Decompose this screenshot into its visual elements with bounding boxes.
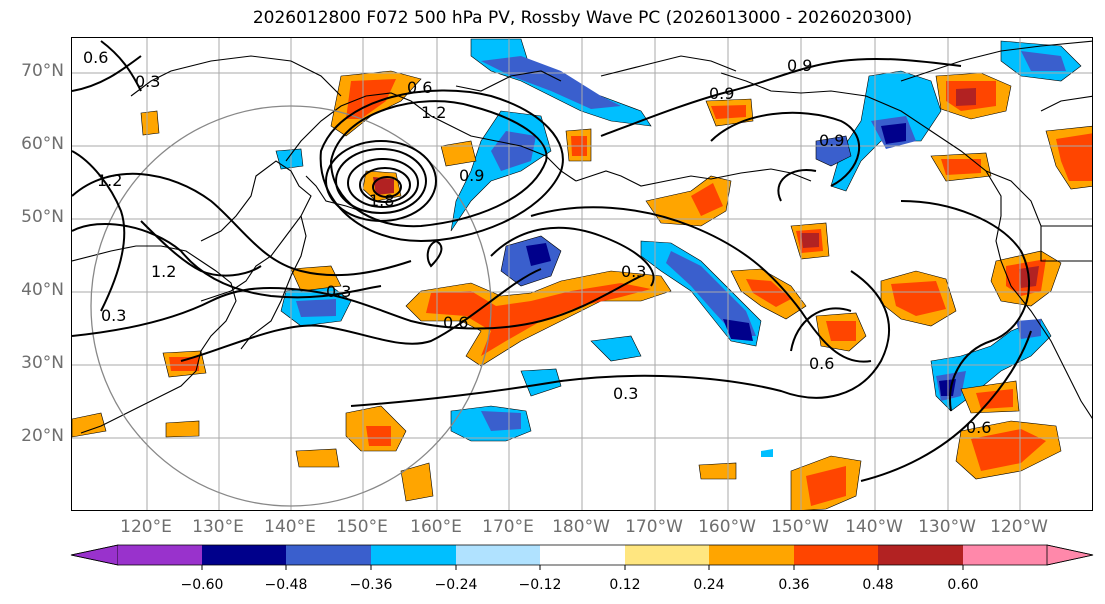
lon-label-170w: 170°W xyxy=(625,517,683,537)
colorbar-segment xyxy=(963,545,1047,565)
colorbar-segment xyxy=(286,545,371,565)
lat-label-30n: 30°N xyxy=(21,353,64,373)
lon-label-150e: 150°E xyxy=(336,517,388,537)
lon-label-150w: 150°W xyxy=(771,517,829,537)
colorbar-outline xyxy=(70,544,1094,566)
colorbar-segment xyxy=(70,544,119,566)
colorbar-segment xyxy=(202,545,286,565)
lon-label-140e: 140°E xyxy=(264,517,316,537)
colorbar-segment xyxy=(371,545,456,565)
colorbar-segment xyxy=(1046,544,1094,566)
lat-label-20n: 20°N xyxy=(21,426,64,446)
contour-label: 0.3 xyxy=(101,306,126,325)
coastlines xyxy=(72,40,1092,434)
colorbar-tick-label: −0.24 xyxy=(434,577,478,593)
map-panel: 0.6 0.3 0.6 1.2 0.9 0.9 0.9 0.9 1.2 0.3 … xyxy=(71,37,1093,511)
lon-label-160w: 160°W xyxy=(698,517,756,537)
contour-label: 1.2 xyxy=(421,103,446,122)
pv-shading xyxy=(72,38,1092,510)
map-gridlines xyxy=(72,38,1092,510)
contour-label: 0.6 xyxy=(809,354,834,373)
colorbar-segment xyxy=(118,545,202,565)
map-title: 2026012800 F072 500 hPa PV, Rossby Wave … xyxy=(252,8,913,28)
pv-contours xyxy=(72,40,1032,482)
colorbar-segment xyxy=(625,545,709,565)
colorbar-tick-label: −0.48 xyxy=(264,577,308,593)
contour-label: 0.9 xyxy=(709,84,734,103)
colorbar-tick-label: 0.36 xyxy=(778,577,810,593)
colorbar-tick-marks xyxy=(201,565,964,570)
lon-label-170e: 170°E xyxy=(482,517,534,537)
lon-label-180w: 180°W xyxy=(552,517,610,537)
lat-label-70n: 70°N xyxy=(21,61,64,81)
colorbar-tick-label: 0.12 xyxy=(609,577,641,593)
colorbar-segment xyxy=(540,545,625,565)
contour-label: 1.2 xyxy=(151,262,176,281)
colorbar-tick-label: 0.24 xyxy=(693,577,725,593)
contour-label: 0.6 xyxy=(407,78,432,97)
contour-label: 0.9 xyxy=(819,131,844,150)
contour-label: 1.2 xyxy=(97,171,122,190)
reference-circle xyxy=(90,105,492,507)
colorbar-tick-label: 0.48 xyxy=(862,577,894,593)
lat-label-50n: 50°N xyxy=(21,207,64,227)
lon-label-130w: 130°W xyxy=(918,517,976,537)
colorbar-tick-label: 0.60 xyxy=(947,577,979,593)
colorbar-segment xyxy=(878,545,963,565)
contour-label: 0.3 xyxy=(326,282,351,301)
lon-label-130e: 130°E xyxy=(192,517,244,537)
contour-label: 0.3 xyxy=(613,384,638,403)
contour-label: 0.6 xyxy=(966,418,991,437)
contour-label: 0.9 xyxy=(787,56,812,75)
colorbar-tick-label: −0.60 xyxy=(180,577,224,593)
colorbar-tick-label: −0.12 xyxy=(518,577,562,593)
lat-label-60n: 60°N xyxy=(21,134,64,154)
negative-anomaly-regions xyxy=(275,38,1082,457)
contour-labels: 0.6 0.3 0.6 1.2 0.9 0.9 0.9 0.9 1.2 0.3 … xyxy=(83,48,991,437)
contour-label: 0.6 xyxy=(443,313,468,332)
lat-label-40n: 40°N xyxy=(21,280,64,300)
contour-label: 0.3 xyxy=(135,72,160,91)
colorbar-segment xyxy=(456,545,540,565)
lon-label-120w: 120°W xyxy=(990,517,1048,537)
lon-label-140w: 140°W xyxy=(845,517,903,537)
contour-label: 1.8 xyxy=(369,191,394,210)
contour-label: 0.9 xyxy=(459,166,484,185)
colorbar-tick-label: −0.36 xyxy=(349,577,393,593)
colorbar-segment xyxy=(794,545,878,565)
lon-label-160e: 160°E xyxy=(410,517,462,537)
contour-label: 0.3 xyxy=(621,262,646,281)
colorbar-segment xyxy=(709,545,794,565)
lon-label-120e: 120°E xyxy=(120,517,172,537)
map-canvas: 0.6 0.3 0.6 1.2 0.9 0.9 0.9 0.9 1.2 0.3 … xyxy=(72,38,1092,510)
contour-label: 0.6 xyxy=(83,48,108,67)
